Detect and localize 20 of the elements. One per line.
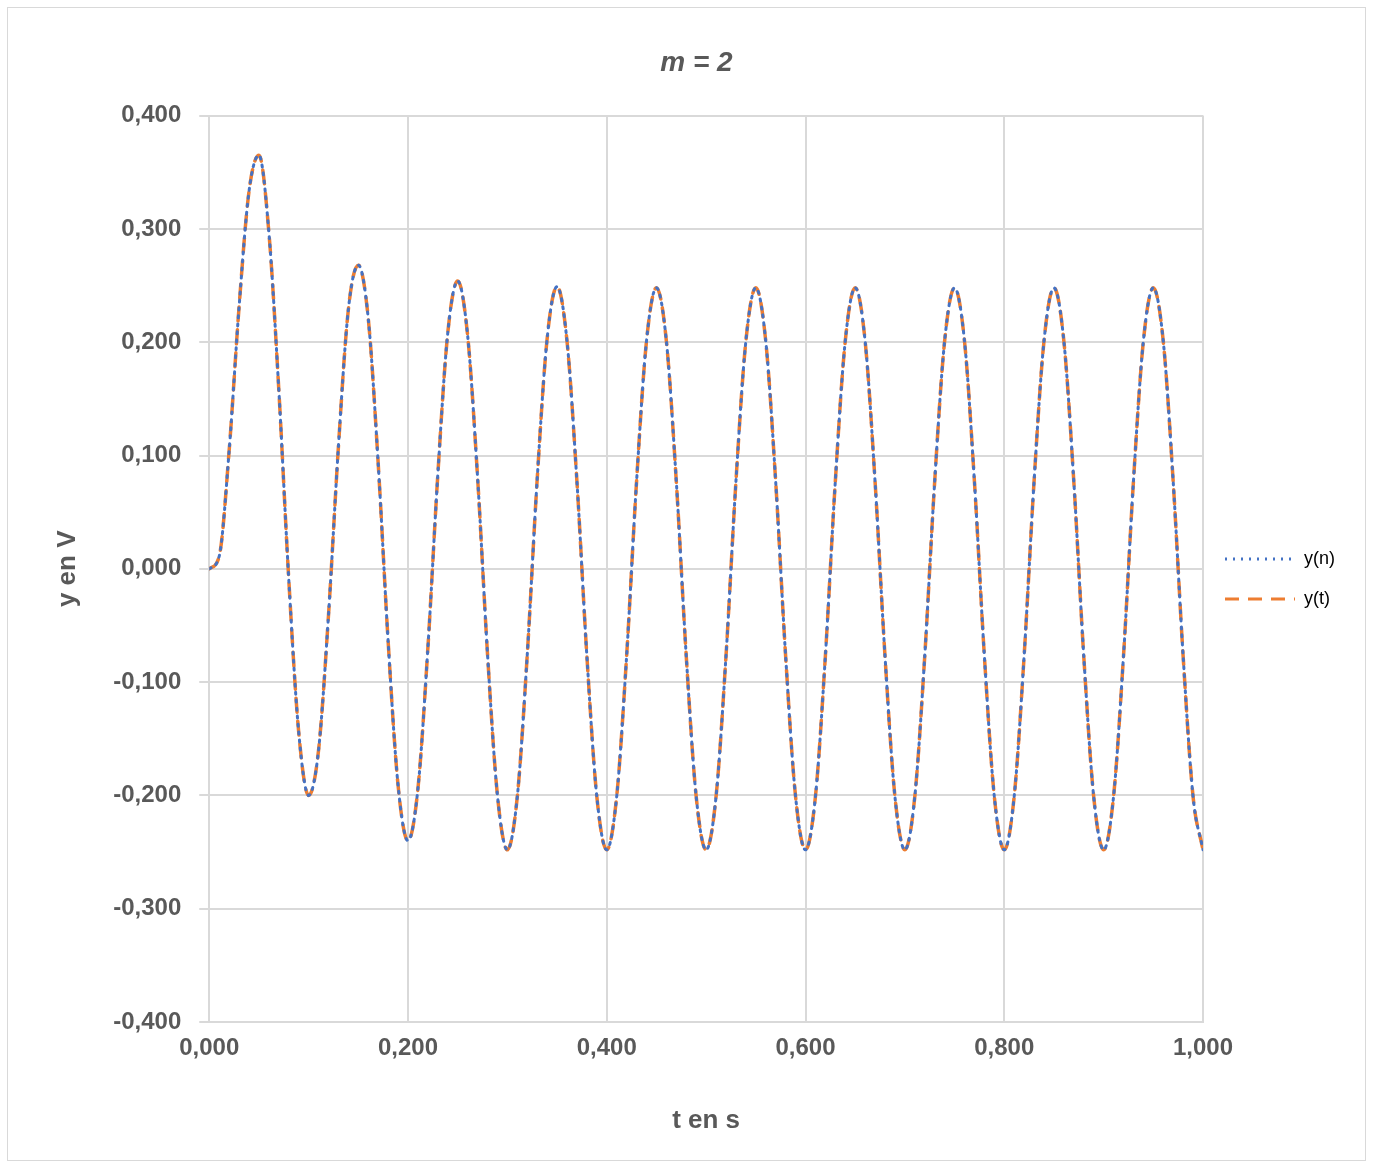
y-tick-label: -0,100	[113, 666, 182, 694]
x-tick-label: 0,600	[775, 1033, 836, 1061]
y-tick-label: -0,300	[113, 893, 182, 921]
x-tick-label: 0,200	[377, 1033, 439, 1061]
legend-label: y(t)	[1304, 587, 1330, 608]
x-tick-label: 0,000	[179, 1033, 240, 1061]
y-tick-label: 0,400	[121, 100, 182, 128]
y-axis-title: y en V	[50, 529, 81, 608]
chart-title: m = 2	[660, 45, 734, 77]
y-tick-label: 0,300	[121, 213, 182, 241]
y-tick-label: 0,100	[121, 440, 182, 468]
x-tick-label: 0,400	[576, 1033, 637, 1061]
x-tick-label: 0,800	[974, 1033, 1035, 1061]
y-tick-label: 0,200	[121, 326, 182, 354]
y-tick-label: 0,000	[121, 553, 182, 581]
legend-label: y(n)	[1304, 547, 1335, 568]
y-tick-label: -0,200	[113, 780, 182, 808]
x-axis-title: t en s	[672, 1103, 741, 1134]
x-tick-label: 1,000	[1172, 1033, 1234, 1061]
y-tick-label: -0,400	[113, 1006, 182, 1034]
